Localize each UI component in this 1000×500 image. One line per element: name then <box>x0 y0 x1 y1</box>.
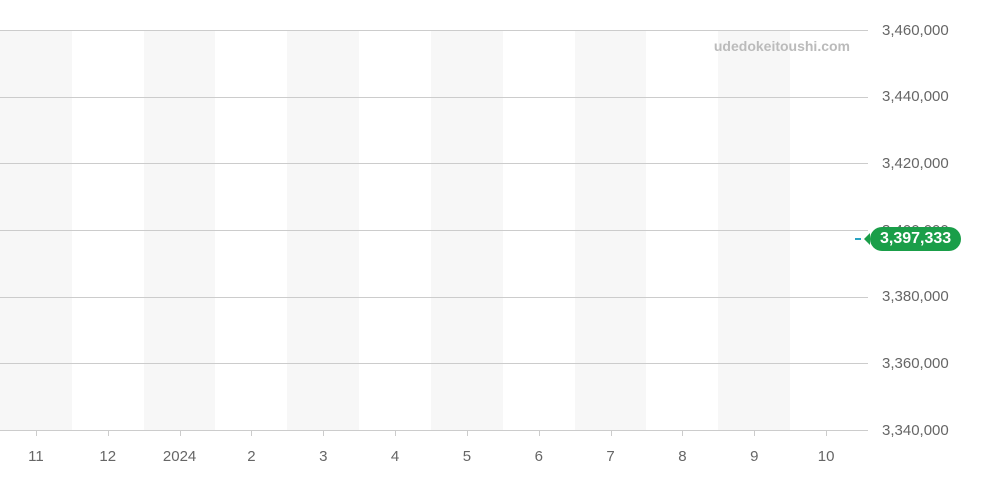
gridline <box>0 30 862 31</box>
x-tick-label: 12 <box>99 448 116 465</box>
x-tick-label: 5 <box>463 448 471 465</box>
y-tick-label: 3,420,000 <box>882 155 949 172</box>
y-tick-mark <box>862 163 868 164</box>
x-tick-label: 7 <box>606 448 614 465</box>
gridline <box>0 363 862 364</box>
x-tick-mark <box>180 430 181 436</box>
x-tick-mark <box>754 430 755 436</box>
x-tick-mark <box>826 430 827 436</box>
x-tick-mark <box>611 430 612 436</box>
x-tick-label: 6 <box>535 448 543 465</box>
x-tick-label: 3 <box>319 448 327 465</box>
x-tick-mark <box>539 430 540 436</box>
y-tick-mark <box>862 230 868 231</box>
gridline <box>0 97 862 98</box>
y-tick-mark <box>862 297 868 298</box>
x-tick-mark <box>467 430 468 436</box>
price-chart: 3,340,0003,360,0003,380,0003,400,0003,42… <box>0 0 1000 500</box>
x-tick-mark <box>395 430 396 436</box>
gridline <box>0 430 862 431</box>
y-tick-label: 3,360,000 <box>882 355 949 372</box>
y-tick-label: 3,380,000 <box>882 288 949 305</box>
x-tick-label: 2024 <box>163 448 196 465</box>
gridline <box>0 230 862 231</box>
x-tick-mark <box>682 430 683 436</box>
data-point-marker <box>855 238 861 240</box>
x-tick-mark <box>36 430 37 436</box>
gridline <box>0 163 862 164</box>
current-value-text: 3,397,333 <box>880 230 951 248</box>
watermark: udedokeitoushi.com <box>714 38 850 54</box>
current-value-badge: 3,397,333 <box>870 227 961 251</box>
y-tick-label: 3,340,000 <box>882 422 949 439</box>
badge-arrow <box>864 233 870 245</box>
x-tick-label: 4 <box>391 448 399 465</box>
y-tick-mark <box>862 30 868 31</box>
y-tick-label: 3,460,000 <box>882 22 949 39</box>
x-tick-mark <box>251 430 252 436</box>
y-tick-label: 3,440,000 <box>882 88 949 105</box>
x-tick-label: 9 <box>750 448 758 465</box>
x-tick-mark <box>108 430 109 436</box>
x-tick-label: 11 <box>28 448 44 465</box>
x-tick-label: 8 <box>678 448 686 465</box>
x-tick-mark <box>323 430 324 436</box>
x-tick-label: 2 <box>247 448 255 465</box>
x-tick-label: 10 <box>818 448 835 465</box>
y-tick-mark <box>862 430 868 431</box>
y-tick-mark <box>862 363 868 364</box>
y-tick-mark <box>862 97 868 98</box>
gridline <box>0 297 862 298</box>
